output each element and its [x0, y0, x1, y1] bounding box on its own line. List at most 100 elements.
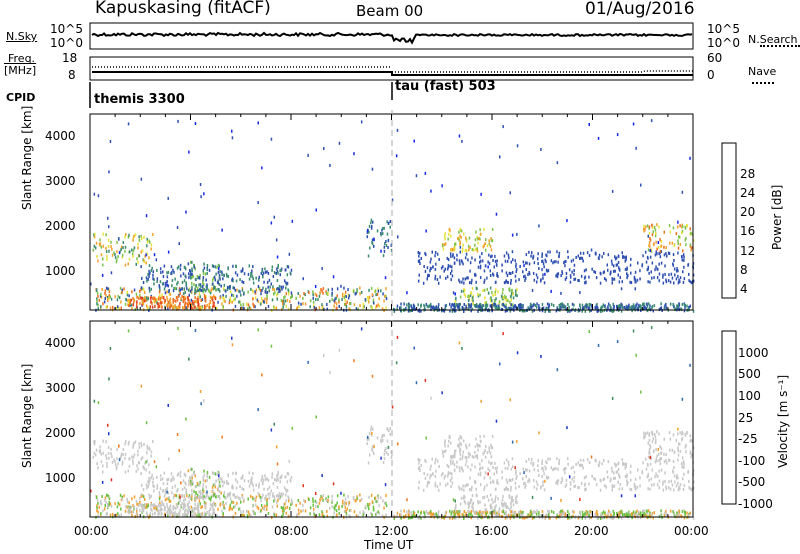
velocity-cell	[463, 517, 465, 520]
velocity-cell	[510, 502, 512, 506]
velocity-cell	[314, 499, 317, 503]
power-cell	[555, 309, 558, 313]
velocity-cell	[624, 466, 626, 470]
velocity-cell	[549, 516, 551, 520]
power-cell	[510, 281, 512, 285]
power-cell	[325, 290, 327, 294]
power-cell	[688, 279, 690, 283]
velocity-cell	[222, 484, 224, 488]
power-cell	[639, 304, 642, 308]
velocity-cell	[595, 513, 597, 517]
velocity-cell	[206, 510, 208, 514]
velocity-cell	[579, 464, 581, 467]
power-cell	[122, 246, 124, 250]
power-cell	[386, 220, 388, 224]
power-cell	[481, 259, 484, 263]
power-cell	[335, 296, 337, 300]
velocity-cell	[658, 486, 660, 490]
power-cell	[692, 239, 695, 243]
velocity-cell	[385, 494, 387, 498]
power-cell	[581, 309, 583, 313]
velocity-cell	[276, 462, 279, 466]
power-cell	[375, 293, 377, 297]
power-cell	[205, 285, 208, 289]
power-cell	[261, 269, 263, 273]
velocity-cell	[147, 480, 149, 484]
velocity-cell	[191, 492, 193, 496]
velocity-cell	[215, 479, 217, 483]
velocity-cell	[290, 475, 293, 479]
power-cell	[99, 243, 101, 247]
velocity-cell	[335, 509, 338, 513]
power-cell	[565, 276, 568, 280]
power-cell	[387, 238, 390, 242]
velocity-cell	[483, 476, 486, 480]
velocity-cell	[191, 494, 193, 498]
power-cell	[354, 292, 357, 296]
velocity-cell	[177, 472, 180, 476]
velocity-cell	[682, 456, 684, 460]
velocity-cell	[213, 501, 215, 505]
velocity-cell	[249, 514, 252, 518]
power-cell	[275, 306, 278, 310]
velocity-cell	[312, 503, 314, 507]
power-cell	[289, 300, 291, 304]
xtick-4: 16:00	[474, 524, 509, 538]
freq-ytick-bottom: 8	[68, 68, 76, 82]
velocity-cell	[505, 458, 508, 462]
power-cell	[601, 255, 603, 259]
velocity-cell	[557, 479, 560, 483]
power-cell	[97, 294, 99, 298]
power-cell	[519, 306, 521, 310]
velocity-cell	[632, 329, 635, 333]
power-cell	[296, 307, 298, 311]
power-cell	[355, 307, 358, 311]
power-cell	[156, 297, 158, 301]
power-cell	[666, 254, 668, 258]
velocity-cell	[547, 476, 550, 480]
velocity-cell	[214, 495, 217, 498]
power-cell	[634, 278, 637, 282]
velocity-cell	[280, 492, 283, 496]
power-cell	[173, 299, 175, 302]
velocity-cell	[477, 448, 479, 452]
power-cell	[491, 290, 493, 294]
power-cell	[528, 307, 530, 311]
power-cell	[274, 291, 276, 295]
power-cell	[262, 275, 264, 279]
power-cell	[446, 267, 449, 271]
velocity-cell	[97, 466, 99, 470]
velocity-cell	[153, 506, 155, 509]
velocity-cell	[267, 511, 270, 515]
velocity-cell	[675, 514, 677, 518]
velocity-cell	[689, 363, 691, 367]
power-cell	[176, 306, 178, 309]
velocity-cell	[209, 502, 212, 506]
power-cell	[266, 280, 269, 284]
power-cell	[309, 299, 312, 303]
velocity-cell	[172, 511, 174, 515]
velocity-cell	[347, 500, 350, 504]
power-cell	[378, 297, 380, 301]
power-cell	[493, 265, 495, 269]
power-cell	[609, 304, 611, 308]
velocity-cell	[211, 485, 214, 489]
power-colorbar	[721, 142, 737, 299]
velocity-cell	[489, 451, 492, 455]
velocity-cell	[528, 457, 530, 461]
power-cell	[460, 229, 463, 233]
power-cell	[329, 163, 331, 167]
velocity-cell	[471, 494, 474, 497]
velocity-cell	[154, 505, 157, 509]
velocity-cell	[528, 514, 530, 518]
power-cell	[298, 305, 300, 309]
power-cell	[604, 277, 606, 281]
power-cell	[206, 303, 208, 307]
velocity-cell	[212, 483, 215, 487]
velocity-cell	[578, 486, 580, 490]
velocity-cell	[536, 483, 539, 487]
power-cell	[137, 242, 139, 246]
power-cell	[221, 228, 223, 232]
power-cell	[614, 269, 616, 273]
power-cell	[93, 192, 96, 196]
